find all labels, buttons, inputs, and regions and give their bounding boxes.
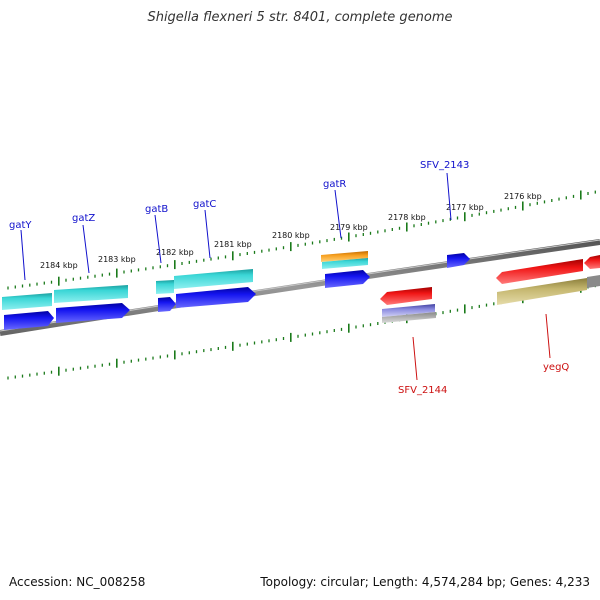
gene-leader-lines: [20, 172, 551, 381]
genome-title: Shigella flexneri 5 str. 8401, complete …: [147, 10, 453, 25]
gene-feature: [56, 303, 130, 323]
gene-labels: gatY gatZ gatB gatC gatR SFV_2143 SFV_21…: [9, 160, 569, 396]
scale-label: 2181 kbp: [214, 240, 252, 249]
gene-gatR[interactable]: [321, 251, 370, 288]
scale-label: 2179 kbp: [330, 223, 368, 232]
gene-gatB[interactable]: [156, 280, 176, 312]
genome-summary-text: Topology: circular; Length: 4,574,284 bp…: [260, 575, 590, 589]
gene-yegQ[interactable]: [496, 255, 600, 305]
gene-SFV_2144[interactable]: [380, 287, 436, 323]
gene-label-SFV_2144: SFV_2144: [398, 385, 447, 396]
gene-gatY[interactable]: [2, 293, 54, 330]
gene-feature: [380, 287, 432, 305]
gene-gatC[interactable]: [174, 269, 256, 308]
scale-label: 2176 kbp: [504, 192, 542, 201]
gene-feature: [382, 312, 436, 323]
gene-gatZ[interactable]: [54, 285, 130, 323]
scale-label: 2182 kbp: [156, 248, 194, 257]
scale-label: 2178 kbp: [388, 213, 426, 222]
gene-feature: [587, 275, 600, 288]
gene-feature: [382, 304, 435, 317]
scale-label: 2177 kbp: [446, 203, 484, 212]
gene-feature: [497, 278, 587, 305]
gene-feature: [325, 270, 370, 288]
gene-feature: [4, 311, 54, 330]
gene-label-gatC: gatC: [193, 199, 216, 210]
scale-labels: 2184 kbp 2183 kbp 2182 kbp 2181 kbp 2180…: [40, 192, 542, 270]
scale-label: 2184 kbp: [40, 261, 78, 270]
gene-feature: [156, 280, 174, 294]
gene-feature: [496, 259, 583, 284]
gene-feature: [2, 293, 52, 310]
scale-label: 2180 kbp: [272, 231, 310, 240]
gene-label-SFV_2143: SFV_2143: [420, 160, 469, 171]
gene-SFV_2143[interactable]: [447, 253, 470, 268]
gene-label-gatZ: gatZ: [72, 213, 95, 224]
gene-feature: [176, 287, 256, 308]
gene-label-gatB: gatB: [145, 204, 168, 215]
gene-label-gatY: gatY: [9, 220, 32, 231]
accession-text: Accession: NC_008258: [9, 575, 146, 589]
gene-feature: [158, 297, 176, 312]
gene-feature: [174, 269, 253, 289]
gene-feature: [584, 255, 600, 269]
gene-feature: [322, 258, 368, 269]
gene-feature: [447, 253, 470, 268]
scale-label: 2183 kbp: [98, 255, 136, 264]
gene-feature: [54, 285, 128, 303]
gene-feature: [321, 251, 368, 262]
scale-ticks-upper: [7, 190, 596, 290]
gene-label-yegQ: yegQ: [543, 362, 569, 373]
gene-label-gatR: gatR: [323, 179, 346, 190]
